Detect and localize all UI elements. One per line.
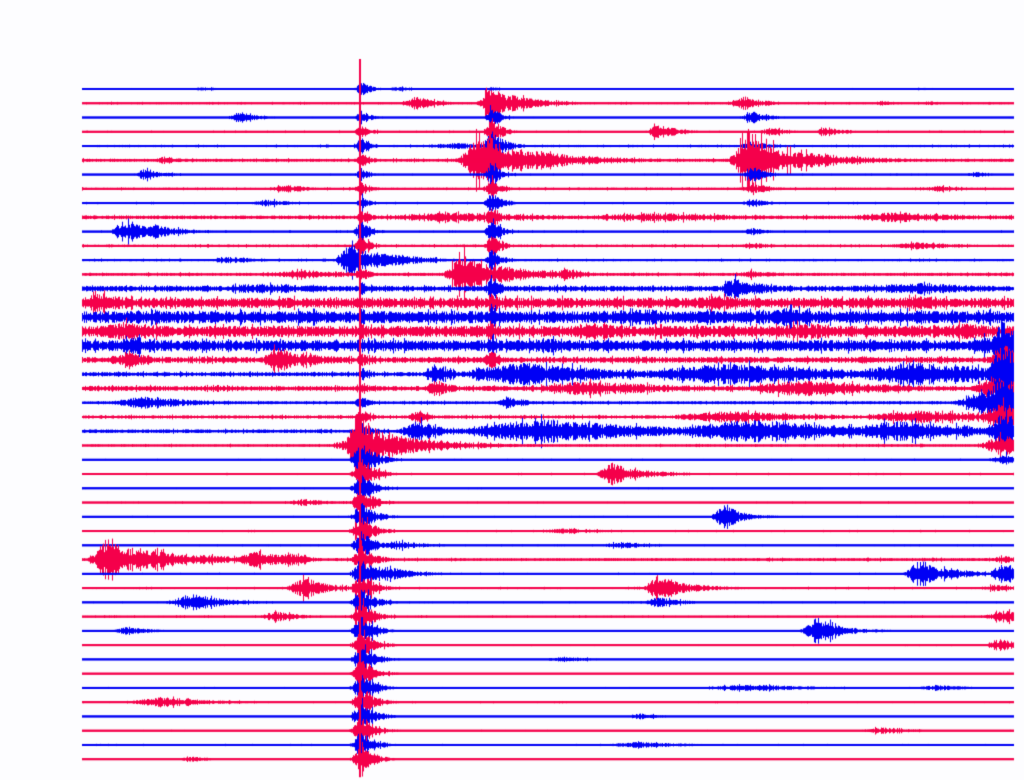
seismogram-traces: [0, 0, 1024, 780]
helicorder-plot: HL Valsamata Applied filter: WWSSN-SP 20…: [0, 0, 1024, 780]
